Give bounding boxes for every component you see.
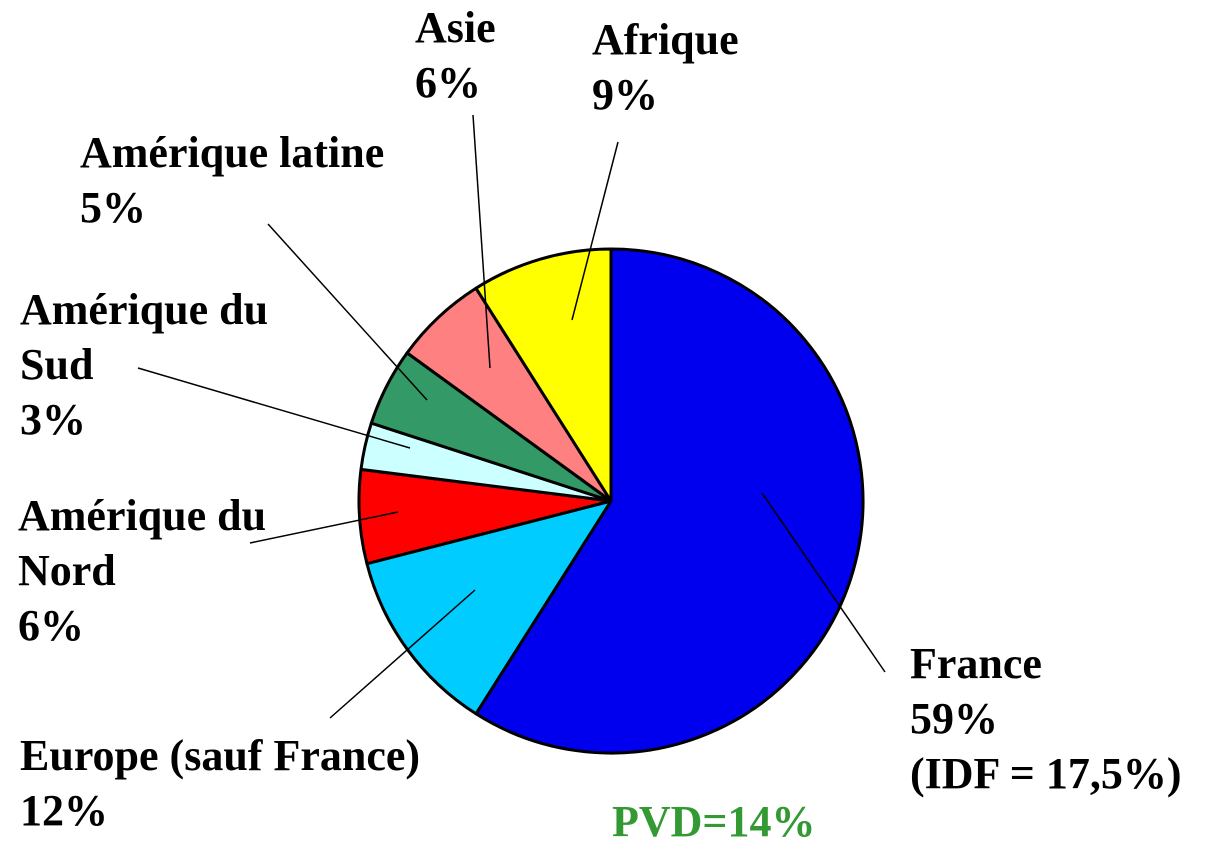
leader-line: [329, 589, 476, 719]
percent-label: 6%: [18, 601, 84, 650]
category-name: Amérique du Sud: [20, 285, 269, 389]
pie-slice: [474, 247, 613, 503]
category-name: France: [910, 639, 1042, 688]
leader-line: [571, 141, 619, 321]
slice-label: Afrique 9%: [592, 12, 792, 122]
category-name: Amérique latine: [80, 128, 385, 177]
category-name: Amérique du Nord: [18, 491, 267, 595]
percent-label: 9%: [592, 70, 658, 119]
slice-label: France 59% (IDF = 17,5%): [910, 636, 1209, 801]
leader-line: [137, 367, 411, 449]
leader-line: [249, 511, 399, 544]
leader-line: [472, 114, 491, 369]
annotation: PVD=14%: [612, 797, 816, 846]
percent-label: 5%: [80, 183, 146, 232]
category-name: Afrique: [592, 15, 739, 64]
slice-label: Amérique du Sud 3%: [20, 282, 310, 447]
category-name: Europe (sauf France): [20, 731, 421, 780]
category-name: Asie: [415, 3, 496, 52]
percent-label: 59%: [910, 694, 998, 743]
percent-label: 12%: [20, 786, 108, 835]
annotation: (IDF = 17,5%): [910, 749, 1182, 798]
leader-line: [267, 223, 428, 401]
percent-label: 6%: [415, 58, 481, 107]
pie-slice: [474, 247, 865, 755]
slice-label: Asie 6%: [415, 0, 535, 110]
slice-label: Amérique latine 5%: [80, 125, 480, 235]
slice-label: Amérique du Nord 6%: [18, 488, 308, 653]
slice-label: Europe (sauf France) 12%: [20, 728, 520, 838]
leader-line: [761, 492, 886, 673]
percent-label: 3%: [20, 395, 86, 444]
